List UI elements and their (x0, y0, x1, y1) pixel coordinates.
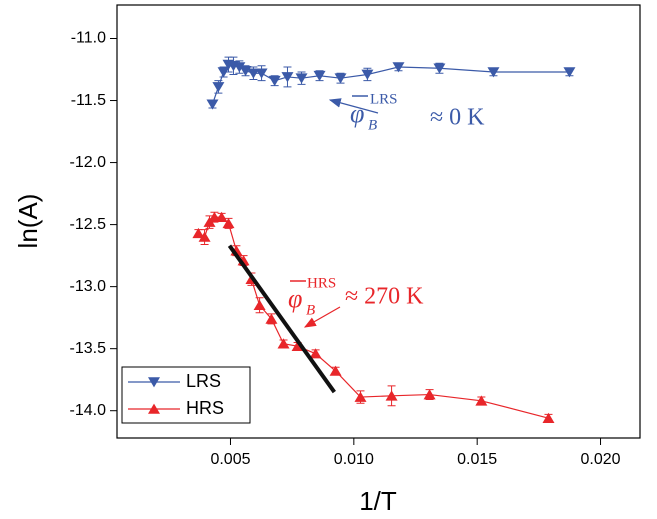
annotation-sub: B (368, 117, 377, 133)
marker (253, 299, 266, 311)
fit-line (227, 244, 336, 394)
annotation-symbol: φ (350, 99, 364, 128)
marker (192, 227, 205, 239)
y-tick-label: -13.0 (70, 278, 107, 295)
y-axis-label: ln(A) (13, 194, 43, 249)
marker (309, 348, 322, 359)
marker (198, 231, 211, 242)
marker (475, 395, 488, 406)
annotation-symbol: φ (288, 284, 302, 313)
x-axis-label: 1/T (359, 486, 397, 516)
marker (206, 99, 219, 110)
y-tick-label: -11.0 (71, 30, 106, 47)
legend-marker (148, 377, 160, 388)
marker (255, 68, 268, 79)
marker (313, 70, 326, 82)
x-tick-label: 0.005 (210, 451, 250, 468)
marker (433, 63, 446, 74)
y-tick-label: -12.5 (70, 216, 107, 233)
annotation-sub: B (306, 302, 315, 318)
marker (217, 67, 230, 78)
x-tick-label: 0.020 (581, 451, 621, 468)
annotation-text: ≈ 270 K (345, 284, 424, 310)
marker (487, 67, 500, 78)
x-tick-label: 0.015 (457, 451, 497, 468)
marker (361, 69, 374, 80)
marker (385, 390, 398, 401)
legend-marker (148, 403, 160, 414)
marker (334, 73, 347, 84)
marker (281, 72, 294, 83)
legend: LRS HRS (121, 366, 251, 424)
y-tick-label: -12.0 (70, 154, 107, 171)
annotation-sup: HRS (307, 275, 336, 291)
annotation-arrow (303, 306, 341, 328)
legend-label: HRS (186, 398, 224, 418)
annotation-sup: LRS (370, 91, 398, 107)
marker (291, 340, 304, 351)
marker (542, 412, 555, 423)
annotation: φ B LRS ≈ 0 K (350, 91, 485, 133)
annotation-text: ≈ 0 K (430, 105, 485, 131)
marker (354, 391, 367, 402)
marker (329, 365, 342, 376)
marker (277, 338, 290, 349)
marker (233, 62, 246, 73)
marker (268, 75, 281, 87)
marker (295, 73, 308, 84)
series-line (198, 216, 549, 419)
annotation-arrow (328, 98, 379, 114)
marker (392, 62, 405, 73)
marker (212, 82, 225, 93)
x-tick-label: 0.010 (334, 451, 374, 468)
marker (563, 67, 576, 78)
marker (222, 217, 235, 229)
annotation: φ B HRS ≈ 270 K (288, 275, 424, 318)
y-tick-label: -14.0 (70, 402, 107, 419)
marker (247, 68, 260, 79)
marker (265, 313, 278, 324)
marker (215, 211, 228, 222)
plot-frame (116, 4, 641, 439)
marker (423, 389, 436, 400)
y-tick-label: -11.5 (71, 92, 106, 109)
y-tick-label: -13.5 (70, 340, 107, 357)
legend-box (121, 366, 251, 424)
legend-label: LRS (186, 371, 221, 391)
